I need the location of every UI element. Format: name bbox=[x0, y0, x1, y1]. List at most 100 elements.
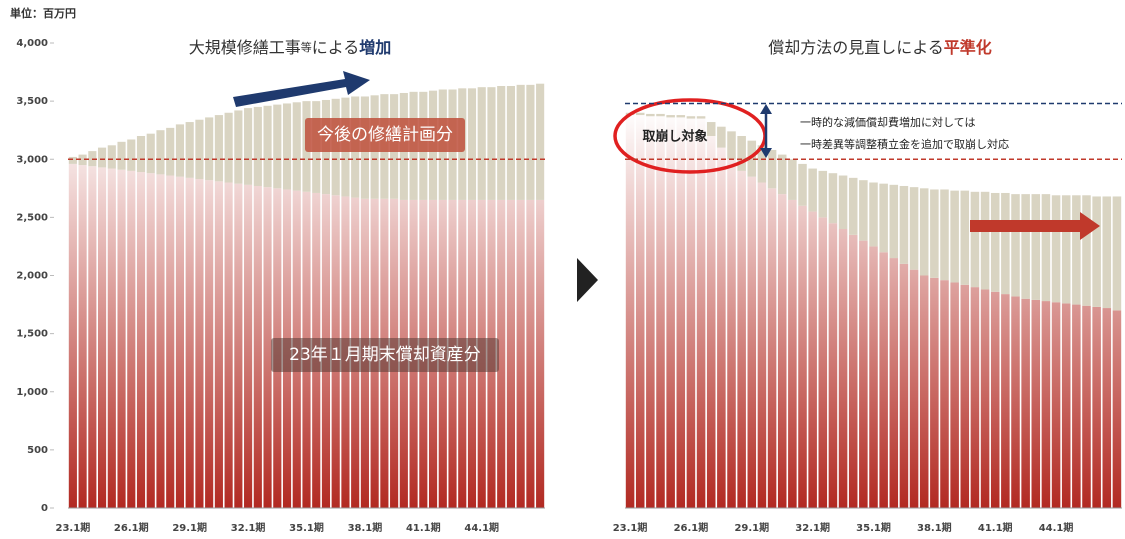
bar bbox=[706, 136, 716, 508]
bar bbox=[879, 252, 888, 508]
bar bbox=[656, 116, 665, 509]
bar bbox=[889, 258, 899, 508]
bar bbox=[487, 87, 496, 200]
bar bbox=[706, 122, 716, 136]
bar bbox=[146, 173, 155, 508]
bar bbox=[185, 177, 194, 508]
bar bbox=[536, 199, 545, 508]
bar bbox=[1092, 306, 1101, 508]
bar bbox=[899, 185, 909, 264]
bar bbox=[1092, 196, 1101, 307]
y-tick-label: 3,500 bbox=[16, 96, 48, 107]
bar bbox=[970, 287, 980, 508]
bar bbox=[214, 181, 223, 508]
annotation: 取崩し対象 bbox=[642, 129, 707, 145]
bar bbox=[156, 174, 165, 509]
bar bbox=[78, 154, 87, 166]
labels: 大規模修繕工事等による増加 0 500 1,000 1,500 2,000 2,500 3,0… bbox=[16, 38, 1122, 534]
bar bbox=[798, 163, 807, 206]
title-part: 増加 bbox=[359, 38, 391, 57]
bar bbox=[737, 136, 746, 171]
bar bbox=[899, 263, 909, 508]
bar bbox=[869, 246, 878, 508]
bar bbox=[859, 240, 868, 508]
bar bbox=[838, 229, 848, 508]
bar bbox=[970, 191, 980, 288]
bar bbox=[635, 115, 645, 508]
bar bbox=[205, 117, 214, 181]
chart-title: 大規模修繕工事等による増加 bbox=[189, 38, 392, 57]
bar bbox=[1051, 302, 1061, 508]
bar bbox=[244, 184, 253, 508]
bar bbox=[747, 176, 757, 508]
bar bbox=[686, 116, 696, 119]
bar bbox=[166, 127, 175, 176]
bar bbox=[919, 188, 929, 276]
bar bbox=[1031, 299, 1041, 508]
bar bbox=[879, 183, 888, 253]
bar bbox=[676, 117, 686, 509]
bar bbox=[195, 179, 204, 508]
title-part: 大規模修繕工事 bbox=[189, 38, 301, 57]
bar bbox=[950, 190, 959, 283]
x-tick-label: 26.1期 bbox=[674, 521, 709, 534]
bar bbox=[990, 192, 1000, 292]
x-tick-label: 23.1期 bbox=[56, 521, 91, 534]
x-tick-label: 44.1期 bbox=[464, 521, 499, 534]
bar bbox=[666, 115, 675, 118]
bar bbox=[889, 184, 899, 259]
x-tick-label: 29.1期 bbox=[172, 521, 207, 534]
bar bbox=[68, 163, 77, 508]
bar bbox=[767, 149, 777, 189]
bar bbox=[107, 168, 116, 509]
bar bbox=[950, 282, 959, 508]
bar bbox=[536, 83, 545, 200]
title-part: 償却方法の見直しによる bbox=[768, 38, 944, 57]
bar bbox=[930, 189, 939, 278]
bar bbox=[127, 170, 136, 508]
range-arrow-head bbox=[760, 148, 772, 158]
bar bbox=[980, 191, 990, 290]
bar bbox=[1102, 308, 1112, 508]
bar bbox=[98, 147, 107, 168]
bar bbox=[757, 182, 767, 508]
bar bbox=[1082, 195, 1091, 306]
bar bbox=[747, 140, 757, 177]
bar bbox=[1011, 194, 1020, 297]
bar bbox=[940, 189, 949, 281]
x-tick-label: 26.1期 bbox=[114, 521, 149, 534]
bar bbox=[777, 194, 787, 508]
bar bbox=[166, 175, 175, 508]
bar bbox=[666, 117, 675, 509]
bar bbox=[930, 277, 939, 508]
bar bbox=[156, 130, 165, 175]
bar bbox=[117, 141, 126, 170]
unit-label: 単位：百万円 bbox=[10, 6, 76, 20]
x-tick-label: 44.1期 bbox=[1039, 521, 1074, 534]
bar bbox=[1001, 294, 1010, 508]
bar bbox=[869, 182, 878, 247]
panel-arrow bbox=[577, 258, 598, 302]
bar bbox=[818, 217, 828, 508]
bar bbox=[717, 126, 726, 148]
bar bbox=[828, 223, 838, 508]
bar bbox=[757, 145, 767, 183]
bar bbox=[136, 172, 146, 508]
bar bbox=[828, 173, 838, 224]
bar bbox=[506, 86, 515, 200]
bar bbox=[1051, 195, 1061, 303]
x-tick-label: 41.1期 bbox=[978, 521, 1013, 534]
bar bbox=[1082, 305, 1091, 508]
chart-title: 償却方法の見直しによる平準化 bbox=[768, 38, 992, 57]
bar bbox=[808, 168, 817, 212]
bar bbox=[808, 211, 817, 508]
y-tick-label: 500 bbox=[27, 445, 48, 456]
bar bbox=[1031, 194, 1041, 300]
bar bbox=[185, 122, 194, 178]
bar bbox=[727, 131, 736, 160]
bar bbox=[767, 188, 777, 508]
bar bbox=[727, 159, 736, 508]
bar bbox=[859, 180, 868, 241]
label-box bbox=[305, 118, 465, 152]
